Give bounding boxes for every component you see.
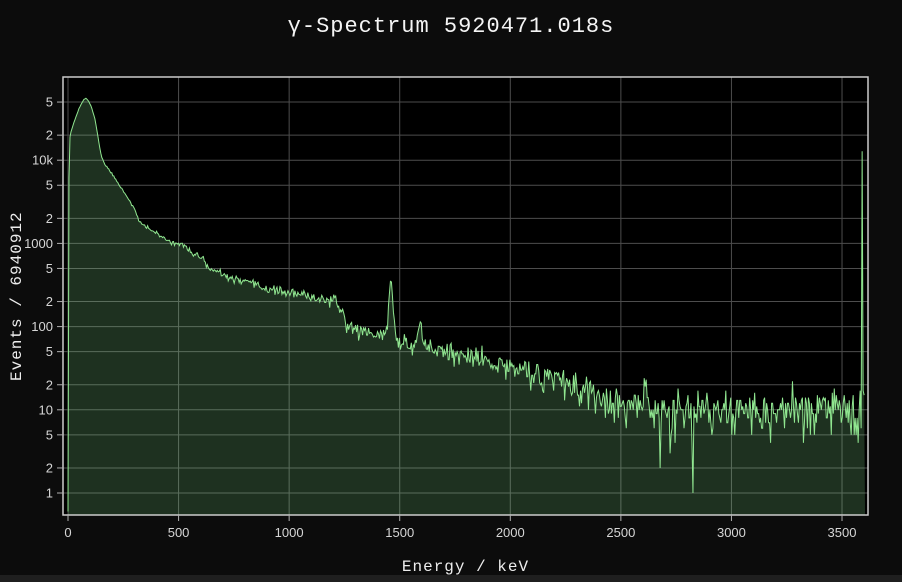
y-tick-label: 10k [32, 153, 53, 168]
x-tick-label: 1000 [275, 525, 304, 540]
y-tick-label: 1 [46, 486, 53, 501]
y-tick-label: 100 [31, 319, 53, 334]
y-tick-label: 5 [46, 427, 53, 442]
spectrum-line [67, 97, 865, 512]
y-tick-label: 5 [46, 178, 53, 193]
spectrum-fill-area [68, 98, 866, 516]
y-tick-label: 2 [46, 460, 53, 475]
y-tick-label: 5 [46, 344, 53, 359]
y-tick-label: 1000 [24, 236, 53, 251]
y-tick-label: 10 [39, 402, 53, 417]
plot-background [63, 77, 868, 515]
y-tick-label: 5 [46, 261, 53, 276]
y-tick-label: 2 [46, 128, 53, 143]
y-tick-label: 2 [46, 211, 53, 226]
x-axis-title: Energy / keV [401, 558, 530, 576]
y-tick-label: 2 [46, 377, 53, 392]
x-tick-label: 500 [168, 525, 190, 540]
x-tick-label: 1500 [385, 525, 414, 540]
x-tick-label: 0 [64, 525, 71, 540]
x-tick-label: 2500 [606, 525, 635, 540]
x-tick-label: 3500 [828, 525, 857, 540]
chart-title: γ-Spectrum 5920471.018s [287, 14, 615, 39]
y-tick-label: 5 [46, 95, 53, 110]
y-tick-label: 2 [46, 294, 53, 309]
plot-border [62, 76, 869, 516]
x-tick-label: 2000 [496, 525, 525, 540]
x-tick-label: 3000 [717, 525, 746, 540]
bottom-scrollbar-track[interactable] [0, 575, 902, 582]
